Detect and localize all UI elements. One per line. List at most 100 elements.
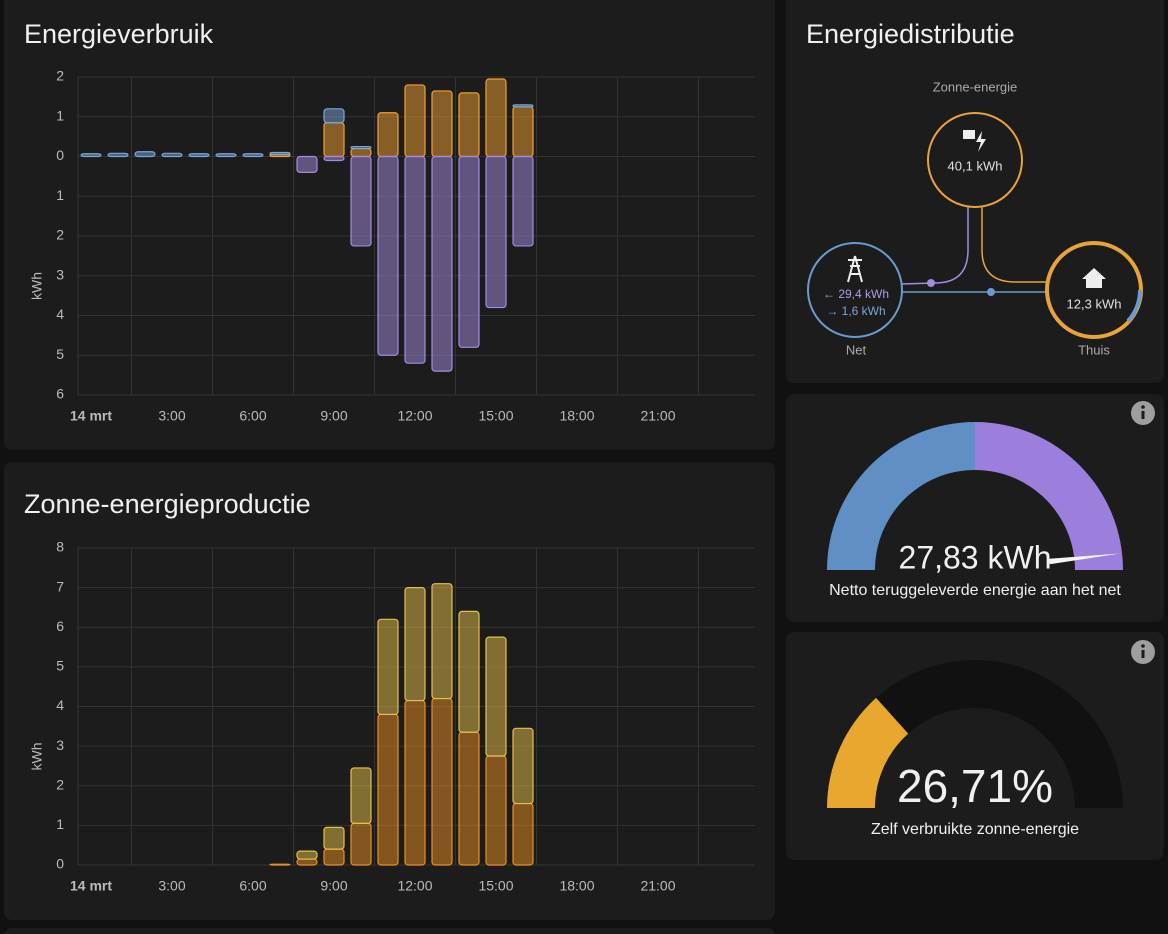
card-title: Energiedistributie: [806, 19, 1015, 49]
bar: [296, 155, 318, 173]
bar: [215, 153, 237, 158]
bar: [350, 767, 372, 824]
node-value: ← 29,4 kWh: [823, 287, 889, 301]
grid-node: [807, 242, 903, 338]
card: [4, 928, 775, 934]
card: [786, 632, 1164, 860]
bar: [512, 106, 534, 158]
bar: [431, 697, 453, 866]
y-tick-label: 6: [56, 618, 64, 634]
bar: [458, 92, 480, 158]
y-tick-label: 2: [56, 227, 64, 243]
x-tick-label: 3:00: [158, 408, 185, 424]
y-tick-label: 8: [56, 539, 64, 555]
bar: [485, 78, 507, 158]
bar: [404, 699, 426, 866]
bar: [485, 755, 507, 866]
gauge-segment: [827, 422, 975, 570]
y-tick-label: 5: [56, 658, 64, 674]
bar: [296, 858, 318, 866]
bar: [458, 155, 480, 348]
y-tick-label: 1: [56, 816, 64, 832]
home-icon: [1082, 268, 1106, 288]
x-tick-label: 15:00: [478, 408, 513, 424]
bar: [323, 848, 345, 866]
bar: [134, 151, 156, 158]
flow-line: [981, 206, 1048, 283]
bar: [242, 153, 264, 158]
gauge-label: Zelf verbruikte zonne-energie: [871, 821, 1079, 838]
gauge-track: [827, 660, 1123, 808]
y-tick-label: 4: [56, 697, 64, 713]
bar: [80, 153, 102, 158]
bar: [377, 618, 399, 716]
bar: [404, 587, 426, 702]
info-icon[interactable]: [1131, 640, 1155, 664]
node-label: Thuis: [1078, 342, 1110, 357]
y-tick-label: 0: [56, 147, 64, 163]
flow-dot: [927, 279, 935, 287]
bar: [188, 153, 210, 158]
y-tick-label: 4: [56, 306, 64, 322]
gauge-value: 26,71%: [897, 760, 1053, 812]
bar: [323, 122, 345, 158]
bar: [296, 850, 318, 860]
bar: [323, 826, 345, 850]
card-title: Energieverbruik: [24, 19, 214, 49]
y-tick-label: 1: [56, 187, 64, 203]
x-tick-label: 9:00: [320, 878, 347, 894]
y-axis-label: kWh: [29, 272, 45, 300]
bar: [458, 610, 480, 733]
y-tick-label: 3: [56, 266, 64, 282]
bar: [512, 727, 534, 805]
x-tick-label: 12:00: [397, 408, 432, 424]
bar: [377, 155, 399, 356]
flow-dot: [987, 288, 995, 296]
bar: [107, 152, 129, 158]
y-axis-label: kWh: [29, 743, 45, 771]
flow-line: [900, 206, 969, 285]
bar: [431, 583, 453, 700]
info-icon[interactable]: [1131, 401, 1155, 425]
y-tick-label: 7: [56, 578, 64, 594]
bar: [431, 90, 453, 158]
x-tick-label: 14 mrt: [70, 878, 112, 894]
x-tick-label: 15:00: [478, 878, 513, 894]
y-tick-label: 6: [56, 386, 64, 402]
y-tick-label: 0: [56, 856, 64, 872]
bar: [431, 155, 453, 372]
home-node: [1045, 241, 1143, 339]
y-tick-label: 3: [56, 737, 64, 753]
x-tick-label: 9:00: [320, 408, 347, 424]
x-tick-label: 12:00: [397, 878, 432, 894]
x-tick-label: 3:00: [158, 878, 185, 894]
x-tick-label: 18:00: [559, 878, 594, 894]
bar: [512, 155, 534, 247]
card-title: Zonne-energieproductie: [24, 489, 311, 519]
node-label: Zonne-energie: [933, 79, 1018, 94]
bar: [323, 155, 345, 162]
x-tick-label: 18:00: [559, 408, 594, 424]
node-value: 12,3 kWh: [1067, 296, 1122, 311]
bar: [269, 863, 291, 866]
bar: [350, 147, 372, 158]
bar: [350, 155, 372, 247]
home-ring-part: [1126, 289, 1142, 323]
bar: [323, 108, 345, 124]
bar: [404, 84, 426, 158]
gauge-value: 27,83 kWh: [899, 539, 1052, 575]
bar: [512, 802, 534, 866]
gauge-segment: [975, 422, 1123, 570]
bar: [350, 822, 372, 866]
bar: [377, 112, 399, 158]
bar: [404, 155, 426, 364]
card: [786, 394, 1164, 622]
gauge-needle: [1049, 553, 1121, 565]
x-tick-label: 6:00: [239, 408, 266, 424]
y-tick-label: 5: [56, 346, 64, 362]
solar-node: [927, 112, 1023, 208]
bar: [458, 731, 480, 866]
grid-icon: [847, 255, 863, 283]
